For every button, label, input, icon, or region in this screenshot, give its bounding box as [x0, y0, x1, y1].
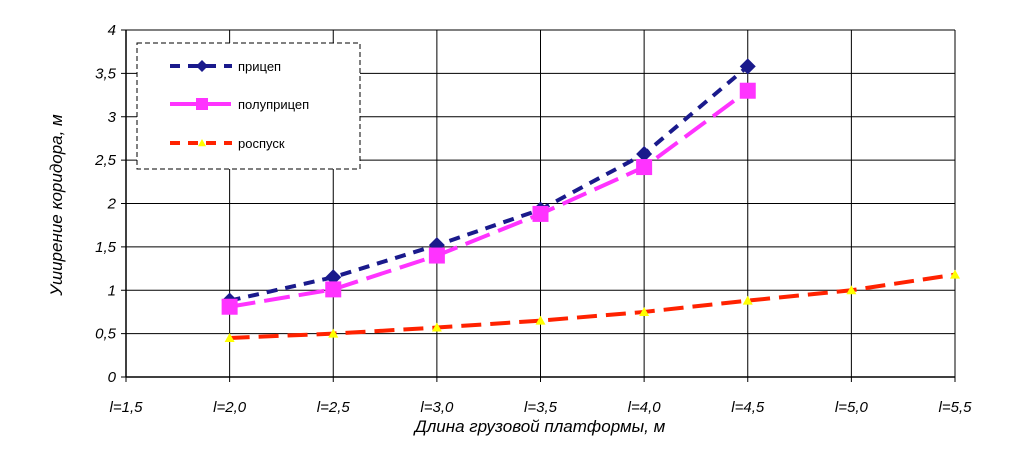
legend-swatch-marker [196, 60, 208, 72]
series-3-point [535, 315, 546, 325]
series-2-point [221, 298, 238, 315]
x-tick-label: l=3,0 [420, 399, 454, 416]
y-tick-label: 4 [108, 22, 116, 39]
x-tick-label: l=4,0 [628, 399, 662, 416]
series-1-point [636, 146, 653, 163]
y-tick-label: 3 [108, 109, 117, 126]
series-3-point [224, 332, 235, 342]
series-lines [229, 64, 956, 340]
x-tick-labels: l=1,5 l=2,0 l=2,5 l=3,0 l=3,5 l=4,0 l=4,5 l=5,0… [110, 399, 973, 416]
series-2-point [428, 247, 445, 264]
x-tick-label: l=3,5 [524, 399, 558, 416]
y-tick-label: 1 [108, 282, 116, 299]
y-tick-label: 3,5 [95, 65, 117, 82]
legend-label: роспуск [238, 136, 285, 151]
series-line-1 [229, 64, 750, 303]
series-2-point [532, 205, 549, 222]
x-tick-label: l=2,5 [317, 399, 351, 416]
series-2-point [325, 281, 342, 298]
series-1-point [325, 269, 342, 286]
legend-swatch-marker [198, 139, 206, 147]
series-line-2 [229, 89, 749, 309]
y-tick-label: 0 [108, 369, 117, 386]
y-tick-label: 2 [107, 196, 117, 213]
legend: прицеп полуприцеп роспуск [136, 42, 361, 170]
series-line-3 [229, 272, 956, 340]
y-axis-label: Уширение коридора, м [47, 114, 66, 297]
legend-label: полуприцеп [238, 97, 309, 112]
series-3-point [639, 306, 650, 316]
x-tick-label: l=1,5 [110, 399, 144, 416]
series-markers [221, 58, 960, 342]
x-tick-label: l=2,0 [213, 399, 247, 416]
legend-swatch-marker [196, 98, 208, 110]
y-tick-label: 2,5 [94, 152, 117, 169]
x-tick-label: l=4,5 [731, 399, 765, 416]
series-3-point [431, 322, 442, 332]
y-tick-label: 1,5 [95, 239, 117, 256]
legend-label: прицеп [238, 59, 281, 74]
series-2-point [636, 159, 653, 176]
x-tick-label: l=5,0 [835, 399, 869, 416]
y-tick-labels: 0 0,5 1 1,5 2 2,5 3 3,5 4 [94, 22, 117, 386]
y-tick-label: 0,5 [95, 326, 117, 343]
axes [121, 29, 956, 382]
series-1-point [739, 58, 756, 75]
series-3-point [328, 328, 339, 338]
series-2-point [739, 82, 756, 99]
series-3-point [742, 295, 753, 305]
x-tick-label: l=5,5 [939, 399, 973, 416]
series-3-point [950, 269, 960, 279]
series-3-point [846, 285, 857, 295]
x-axis-label: Длина грузовой платформы, м [413, 417, 666, 436]
